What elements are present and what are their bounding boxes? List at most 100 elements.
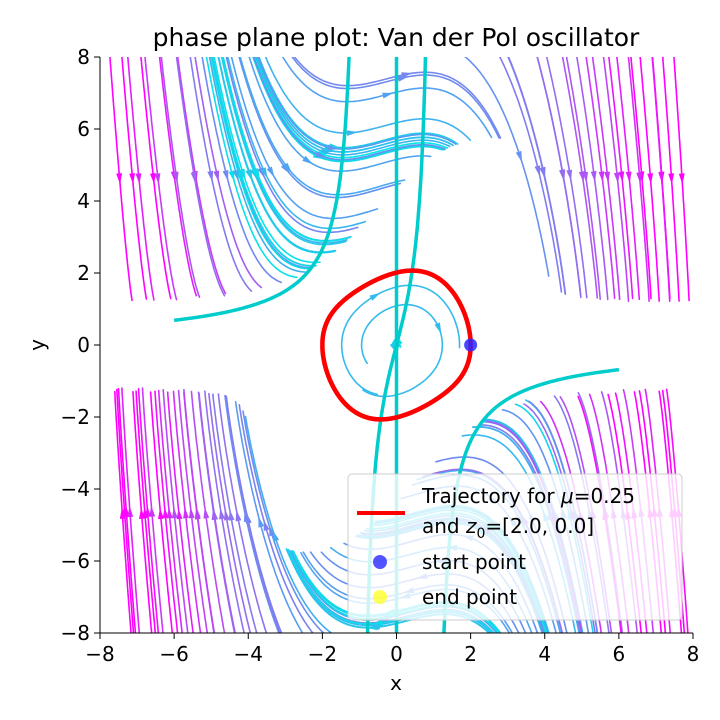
- streamline-arrow-94: [236, 169, 243, 181]
- streamline-arrow-11: [150, 173, 156, 185]
- streamline-37: [224, 395, 281, 633]
- streamline-arrow-54: [272, 530, 280, 542]
- y-tick-label-0: −8: [61, 621, 90, 645]
- streamline-arrow-38: [263, 519, 270, 531]
- streamline-arrow-105: [434, 322, 442, 334]
- streamline-arrow-12: [158, 508, 164, 520]
- streamline-arrow-14: [166, 507, 173, 519]
- chart-title: phase plane plot: Van der Pol oscillator: [153, 23, 640, 52]
- streamline-arrow-40: [222, 170, 229, 182]
- legend-start-label: start point: [422, 550, 526, 574]
- streamline-arrow-135: [539, 166, 546, 179]
- nullcline-y: [173, 57, 620, 633]
- legend-start-marker: [373, 555, 387, 569]
- streamline-arrow-167: [678, 173, 685, 185]
- x-tick-label-5: 2: [464, 642, 477, 666]
- streamline-arrow-24: [194, 508, 201, 520]
- streamline-arrow-106: [260, 167, 268, 179]
- x-tick-label-7: 6: [613, 642, 626, 666]
- y-tick-label-1: −6: [61, 549, 90, 573]
- streamline-124: [291, 57, 500, 139]
- y-tick-label-3: −2: [61, 405, 90, 429]
- legend-end-label: end point: [422, 585, 517, 609]
- x-tick-label-2: −4: [234, 642, 263, 666]
- streamline-arrow-141: [566, 169, 573, 181]
- y-tick-label-2: −4: [61, 477, 90, 501]
- streamline-arrow-117: [266, 166, 275, 178]
- streamline-arrow-25: [203, 507, 210, 519]
- streamline-130: [498, 57, 563, 293]
- streamline-arrow-13: [162, 507, 169, 519]
- x-tick-label-1: −6: [159, 642, 188, 666]
- x-tick-label-3: −2: [308, 642, 337, 666]
- streamline-arrow-63: [369, 292, 381, 301]
- streamline-arrow-119: [515, 150, 522, 163]
- y-tick-label-5: 2: [77, 261, 90, 285]
- streamline-arrow-5: [129, 173, 135, 185]
- legend-trajectory-label-line1: Trajectory for μ=0.25: [421, 484, 635, 508]
- y-tick-label-4: 0: [77, 333, 90, 357]
- streamline-arrow-154: [625, 171, 632, 183]
- streamline-arrow-36: [228, 509, 235, 521]
- streamline-arrow-3: [127, 506, 134, 518]
- streamline-arrow-34: [207, 170, 214, 182]
- trajectory-line: [320, 268, 473, 422]
- streamline-arrow-111: [232, 169, 239, 182]
- trajectory-points: [464, 338, 478, 352]
- streamline-arrow-53: [302, 155, 313, 165]
- streamline-arrow-149: [618, 171, 625, 183]
- streamline-arrow-31: [224, 509, 230, 521]
- streamline-42: [224, 394, 280, 633]
- streamline-arrow-27: [219, 508, 225, 520]
- streamline-arrow-29: [213, 170, 220, 182]
- streamline-71: [258, 57, 459, 149]
- streamline-arrow-47: [280, 163, 290, 174]
- streamline-arrow-86: [252, 168, 260, 180]
- streamline-arrow-100: [245, 169, 253, 181]
- streamline-arrow-160: [647, 173, 653, 185]
- legend-trajectory-label-line2: and z0=[2.0, 0.0]: [422, 514, 594, 542]
- streamline-arrow-112: [282, 162, 292, 174]
- streamline-arrow-118: [327, 144, 339, 151]
- streamline-arrow-18: [176, 508, 183, 520]
- streamline-arrow-10: [135, 173, 142, 185]
- streamline-59: [254, 57, 451, 156]
- streamline-arrow-15: [171, 507, 178, 519]
- streamline-arrow-8: [145, 505, 151, 517]
- streamline-arrow-166: [668, 173, 675, 185]
- y-tick-label-6: 4: [77, 189, 90, 213]
- streamline-arrow-148: [604, 171, 610, 183]
- streamline-arrow-123: [315, 151, 327, 158]
- streamline-arrow-159: [636, 172, 643, 184]
- x-tick-label-8: 8: [687, 642, 700, 666]
- streamline-arrow-96: [368, 623, 380, 630]
- streamline-arrow-20: [188, 507, 195, 519]
- streamline-arrow-136: [559, 170, 566, 182]
- streamline-arrow-32: [235, 510, 242, 522]
- x-axis-label: x: [390, 671, 402, 695]
- y-ticks: −8 −6 −4 −2 0 2 4 6 8: [61, 45, 100, 645]
- streamline-16: [144, 57, 178, 301]
- streamline-arrow-130: [534, 165, 541, 177]
- streamline-arrow-113: [382, 92, 394, 99]
- x-ticks: −8 −6 −4 −2 0 2 4 6 8: [85, 633, 699, 666]
- y-tick-label-7: 6: [77, 117, 90, 141]
- x-tick-label-0: −8: [85, 642, 114, 666]
- streamline-53: [248, 57, 432, 172]
- streamline-arrow-16: [154, 173, 161, 185]
- streamline-arrow-80: [228, 170, 235, 182]
- legend: Trajectory for μ=0.25 and z0=[2.0, 0.0] …: [347, 473, 683, 621]
- streamline-arrow-42: [243, 510, 250, 522]
- streamline-arrow-19: [183, 507, 189, 519]
- streamline-arrow-28: [190, 171, 197, 184]
- streamline-arrow-30: [212, 508, 218, 521]
- streamline-arrow-9: [149, 505, 156, 517]
- streamline-arrow-129: [401, 72, 413, 78]
- streamline-arrow-142: [582, 171, 588, 183]
- y-tick-label-8: 8: [77, 45, 90, 69]
- x-tick-label-4: 0: [390, 642, 403, 666]
- streamline-33: [225, 395, 283, 633]
- streamline-arrow-153: [613, 172, 620, 184]
- streamline-arrow-165: [658, 172, 665, 184]
